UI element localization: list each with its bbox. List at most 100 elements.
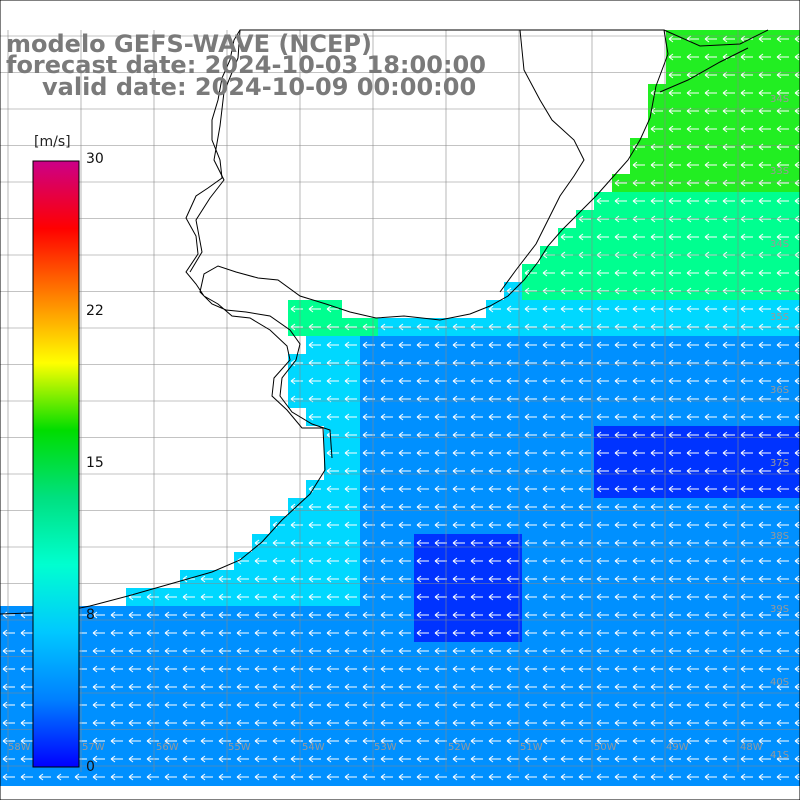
- wind-arrow: [686, 665, 699, 673]
- wind-arrow: [524, 701, 537, 709]
- wind-arrow: [686, 575, 699, 583]
- wind-arrow: [596, 377, 609, 385]
- wind-arrow: [218, 611, 231, 619]
- wind-arrow: [596, 503, 609, 511]
- wind-arrow: [758, 179, 771, 187]
- wind-arrow: [740, 665, 753, 673]
- wind-arrow: [182, 647, 195, 655]
- wind-arrow: [290, 719, 303, 727]
- colorbar-tick-30: 30: [86, 151, 104, 167]
- wind-arrow: [740, 485, 753, 493]
- wind-arrow: [488, 611, 501, 619]
- wind-arrow: [596, 539, 609, 547]
- wind-arrow: [740, 647, 753, 655]
- wind-arrow: [398, 593, 411, 601]
- wind-arrow: [308, 323, 321, 331]
- wind-arrow: [488, 503, 501, 511]
- wind-arrow: [218, 629, 231, 637]
- wind-arrow: [146, 629, 159, 637]
- wind-arrow: [92, 719, 105, 727]
- wind-arrow: [650, 467, 663, 475]
- wind-arrow: [560, 593, 573, 601]
- wind-arrow: [254, 773, 267, 781]
- wind-arrow: [470, 341, 483, 349]
- wind-arrow: [398, 647, 411, 655]
- wind-arrow: [164, 665, 177, 673]
- wind-arrow: [290, 557, 303, 565]
- wind-arrow: [650, 485, 663, 493]
- wind-arrow: [416, 629, 429, 637]
- wind-arrow: [578, 341, 591, 349]
- wind-arrow: [776, 413, 789, 421]
- wind-arrow: [344, 683, 357, 691]
- wind-arrow: [650, 125, 663, 133]
- wind-arrow: [416, 737, 429, 745]
- wind-arrow: [164, 737, 177, 745]
- lat-label-5: 37S: [770, 458, 790, 469]
- wind-arrow: [758, 467, 771, 475]
- wind-arrow: [578, 503, 591, 511]
- wind-arrow: [110, 773, 123, 781]
- wind-arrow: [470, 611, 483, 619]
- wind-arrow: [740, 755, 753, 763]
- wind-arrow: [740, 269, 753, 277]
- wind-arrow: [92, 737, 105, 745]
- wind-arrow: [614, 683, 627, 691]
- wind-arrows: [2, 35, 800, 781]
- wind-arrow: [254, 719, 267, 727]
- wind-arrow: [506, 557, 519, 565]
- wind-arrow: [416, 485, 429, 493]
- wind-arrow: [254, 629, 267, 637]
- wind-arrow: [686, 647, 699, 655]
- wind-arrow: [272, 629, 285, 637]
- wind-arrow: [722, 449, 735, 457]
- wind-arrow: [2, 683, 15, 691]
- wind-arrow: [686, 683, 699, 691]
- wind-arrow: [632, 575, 645, 583]
- wind-arrow: [668, 413, 681, 421]
- wind-arrow: [218, 773, 231, 781]
- wind-arrow: [758, 395, 771, 403]
- wind-arrow: [236, 719, 249, 727]
- wind-arrow: [506, 413, 519, 421]
- wind-arrow: [470, 413, 483, 421]
- wind-arrow: [632, 161, 645, 169]
- wind-arrow: [722, 539, 735, 547]
- wind-arrow: [146, 683, 159, 691]
- wind-arrow: [326, 629, 339, 637]
- wind-arrow: [380, 575, 393, 583]
- wind-arrow: [110, 719, 123, 727]
- wind-arrow: [668, 629, 681, 637]
- wind-arrow: [650, 395, 663, 403]
- wind-arrow: [236, 665, 249, 673]
- wind-arrow: [488, 557, 501, 565]
- wind-arrow: [470, 557, 483, 565]
- wind-arrow: [416, 755, 429, 763]
- wind-arrow: [290, 773, 303, 781]
- wind-arrow: [308, 341, 321, 349]
- wind-arrow: [650, 539, 663, 547]
- wind-arrow: [146, 755, 159, 763]
- wind-arrow: [686, 449, 699, 457]
- wind-arrow: [578, 269, 591, 277]
- wind-arrow: [722, 683, 735, 691]
- wind-arrow: [452, 755, 465, 763]
- wind-arrow: [632, 305, 645, 313]
- wind-arrow: [560, 503, 573, 511]
- wind-arrow: [326, 647, 339, 655]
- wind-arrow: [452, 701, 465, 709]
- wind-arrow: [20, 773, 33, 781]
- wind-arrow: [776, 305, 789, 313]
- wind-arrow: [164, 647, 177, 655]
- wind-arrow: [668, 395, 681, 403]
- wind-arrow: [524, 485, 537, 493]
- wind-arrow: [380, 413, 393, 421]
- wind-arrow: [722, 575, 735, 583]
- wind-arrow: [218, 737, 231, 745]
- wind-arrow: [434, 593, 447, 601]
- wind-arrow: [452, 467, 465, 475]
- wind-arrow: [488, 485, 501, 493]
- wind-arrow: [416, 395, 429, 403]
- wind-arrow: [200, 755, 213, 763]
- wind-arrow: [776, 89, 789, 97]
